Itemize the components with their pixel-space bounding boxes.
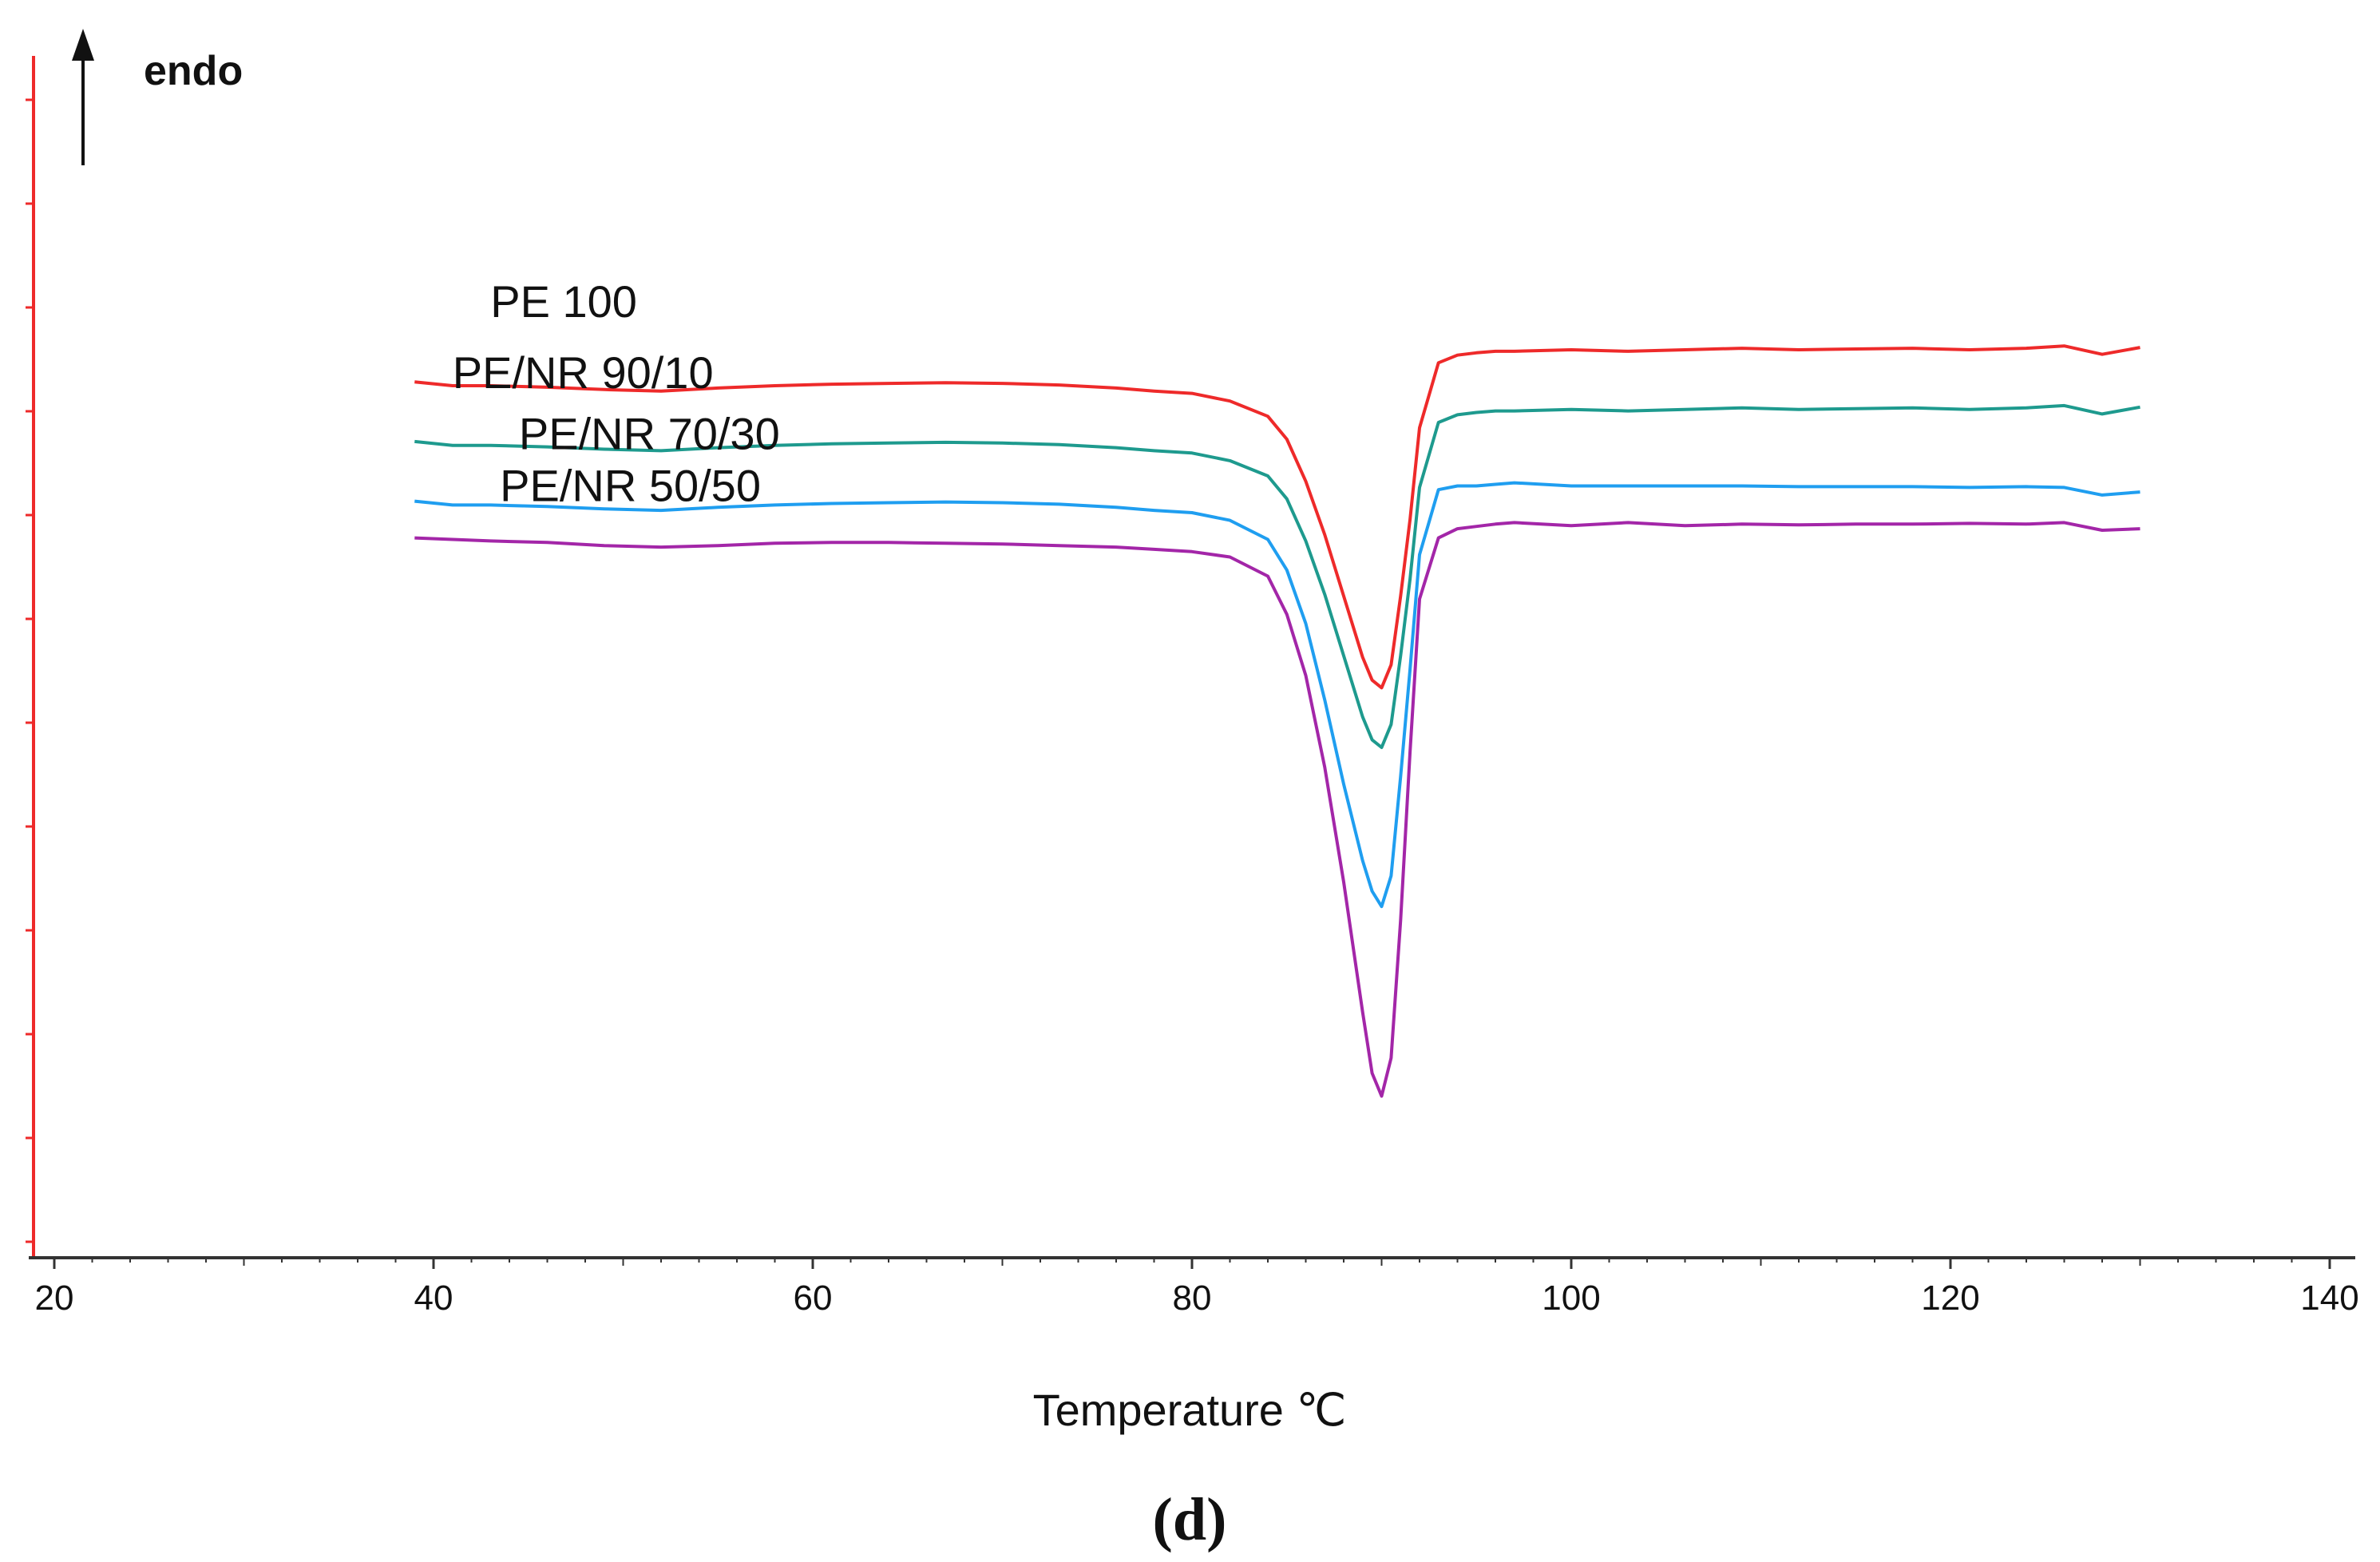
series-line-pe-nr-70-30 xyxy=(414,481,2140,909)
endo-label: endo xyxy=(144,48,243,94)
panel-label: (d) xyxy=(1153,1486,1227,1553)
x-tick-label: 120 xyxy=(1921,1279,1979,1318)
series-line-pe-100 xyxy=(414,344,2140,690)
series-line-pe-nr-90-10 xyxy=(414,403,2140,749)
series-label-pe-nr-50-50: PE/NR 50/50 xyxy=(500,461,761,511)
series-line-pe-nr-50-50 xyxy=(414,521,2140,1098)
series-label-pe-100: PE 100 xyxy=(490,276,637,327)
series-label-pe-nr-90-10: PE/NR 90/10 xyxy=(453,347,714,398)
x-axis-title: Temperature ℃ xyxy=(1033,1385,1347,1435)
series-label-pe-nr-70-30: PE/NR 70/30 xyxy=(519,408,780,458)
x-tick-label: 140 xyxy=(2300,1279,2358,1318)
endo-indicator: endo xyxy=(72,29,243,165)
endo-arrowhead-icon xyxy=(72,29,94,61)
x-tick-label: 20 xyxy=(35,1279,74,1318)
x-tick-label: 80 xyxy=(1173,1279,1212,1318)
x-tick-label: 40 xyxy=(414,1279,453,1318)
series-layer xyxy=(414,344,2140,1098)
x-tick-labels: 20 40 60 80 100 120 140 xyxy=(35,1279,2359,1318)
x-tick-label: 100 xyxy=(1542,1279,1600,1318)
axes xyxy=(29,56,2355,1259)
minor-ticks xyxy=(26,98,2331,1269)
x-tick-label: 60 xyxy=(794,1279,833,1318)
